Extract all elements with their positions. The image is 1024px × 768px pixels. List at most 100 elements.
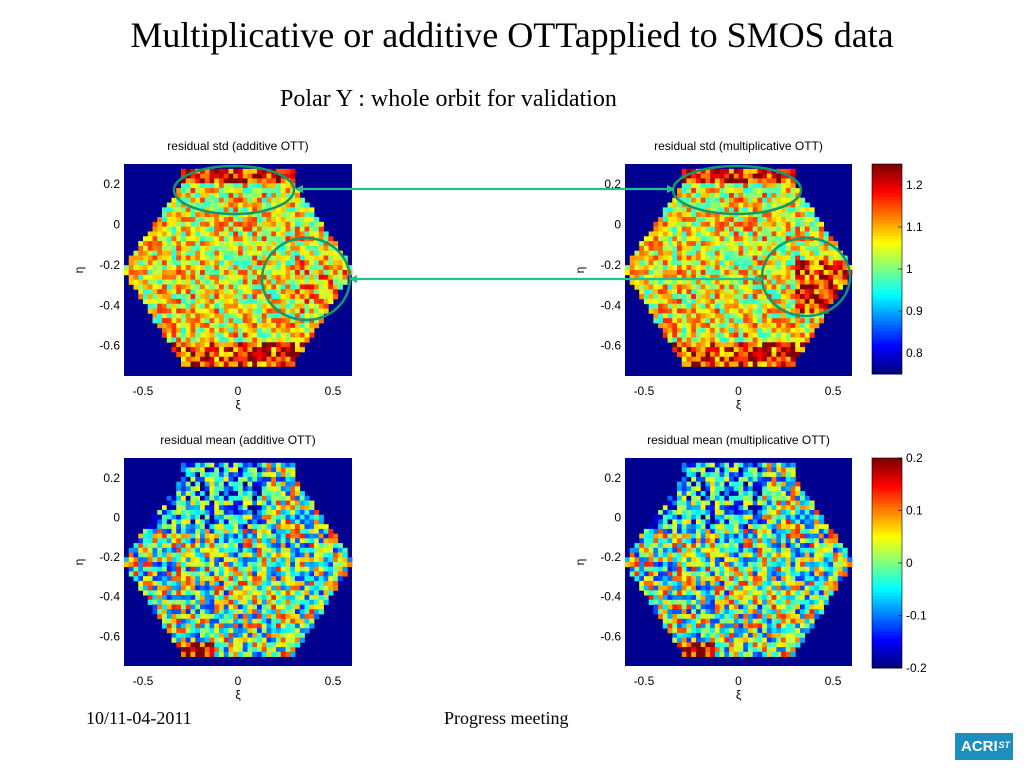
heatmap-cell	[171, 580, 177, 587]
heatmap-cell	[209, 279, 215, 285]
heatmap-cell	[714, 260, 720, 266]
heatmap-cell	[266, 614, 272, 620]
heatmap-cell	[318, 226, 324, 232]
heatmap-cell	[705, 467, 711, 473]
y-tick-label: -0.6	[99, 629, 120, 643]
heatmap-cell	[743, 255, 749, 261]
heatmap-cell	[290, 505, 296, 511]
heatmap-cell	[209, 332, 215, 338]
heatmap-cell	[714, 361, 720, 367]
heatmap-cell	[204, 226, 210, 232]
heatmap-cell	[219, 192, 225, 199]
heatmap-cell	[634, 255, 640, 261]
heatmap-cell	[681, 197, 687, 203]
heatmap-cell	[242, 481, 248, 487]
heatmap-cell	[190, 623, 196, 629]
heatmap-cell	[309, 327, 315, 334]
heatmap-cell	[719, 351, 725, 358]
heatmap-cell	[185, 284, 191, 290]
heatmap-cell	[280, 618, 286, 624]
heatmap-cell	[752, 347, 758, 353]
heatmap-cell	[662, 212, 668, 218]
heatmap-cell	[318, 294, 324, 300]
heatmap-cell	[233, 642, 239, 648]
heatmap-cell	[681, 183, 687, 189]
heatmap-cell	[762, 361, 768, 367]
heatmap-cell	[738, 188, 744, 194]
heatmap-cell	[233, 623, 239, 629]
heatmap-cell	[138, 245, 144, 252]
heatmap-cell	[714, 472, 720, 478]
heatmap-cell	[247, 623, 253, 629]
heatmap-cell	[318, 604, 324, 610]
heatmap-cell	[162, 614, 168, 620]
heatmap-cell	[285, 467, 291, 473]
heatmap-cell	[705, 533, 711, 539]
heatmap-cell	[290, 202, 296, 208]
heatmap-cell	[705, 318, 711, 324]
heatmap-cell	[285, 168, 291, 175]
heatmap-cell	[257, 637, 263, 643]
heatmap-cell	[200, 260, 206, 266]
heatmap-cell	[157, 580, 163, 587]
heatmap-cell	[200, 241, 206, 247]
heatmap-cell	[747, 250, 754, 256]
heatmap-cell	[814, 528, 820, 535]
heatmap-cell	[804, 245, 810, 252]
heatmap-cell	[729, 178, 735, 184]
heatmap-cell	[743, 231, 749, 237]
heatmap-cell	[799, 538, 806, 544]
heatmap-cell	[290, 245, 296, 252]
heatmap-cell	[181, 647, 187, 653]
heatmap-cell	[242, 202, 248, 208]
heatmap-cell	[261, 637, 267, 643]
heatmap-cell	[710, 351, 716, 358]
heatmap-cell	[171, 528, 177, 535]
heatmap-cell	[700, 552, 706, 558]
heatmap-cell	[776, 467, 782, 473]
heatmap-cell	[776, 308, 782, 314]
heatmap-cell	[209, 260, 215, 266]
heatmap-cell	[171, 303, 177, 309]
heatmap-cell	[162, 500, 168, 506]
heatmap-cell	[771, 332, 777, 338]
heatmap-cell	[233, 347, 239, 353]
heatmap-cell	[314, 533, 320, 539]
heatmap-cell	[314, 519, 320, 525]
heatmap-cell	[304, 298, 310, 305]
heatmap-cell	[738, 294, 744, 300]
heatmap-cell	[204, 217, 210, 223]
heatmap-cell	[738, 543, 744, 549]
heatmap-cell	[147, 590, 153, 596]
heatmap-cell	[214, 538, 220, 544]
heatmap-cell	[309, 524, 315, 530]
heatmap-cell	[242, 347, 248, 353]
heatmap-cell	[290, 580, 296, 587]
heatmap-cell	[299, 595, 305, 601]
heatmap-cell	[729, 462, 735, 468]
heatmap-cell	[200, 491, 206, 497]
heatmap-cell	[672, 543, 678, 549]
heatmap-cell	[700, 495, 706, 501]
heatmap-cell	[181, 294, 187, 300]
heatmap-cell	[176, 495, 182, 501]
y-tick-label: 0.2	[103, 177, 120, 191]
heatmap-cell	[762, 337, 768, 343]
heatmap-cell	[828, 547, 834, 553]
heatmap-cell	[729, 491, 735, 497]
heatmap-cell	[242, 351, 248, 358]
heatmap-cell	[719, 337, 725, 343]
heatmap-cell	[228, 284, 234, 290]
heatmap-cell	[266, 576, 272, 582]
heatmap-cell	[200, 538, 206, 544]
heatmap-cell	[181, 491, 187, 497]
heatmap-cell	[280, 590, 286, 596]
heatmap-cell	[171, 250, 177, 256]
heatmap-cell	[285, 486, 291, 492]
heatmap-cell	[190, 637, 196, 643]
heatmap-cell	[681, 221, 687, 228]
heatmap-cell	[814, 323, 820, 329]
heatmap-cell	[271, 566, 277, 572]
heatmap-cell	[162, 543, 168, 549]
heatmap-cell	[672, 284, 678, 290]
